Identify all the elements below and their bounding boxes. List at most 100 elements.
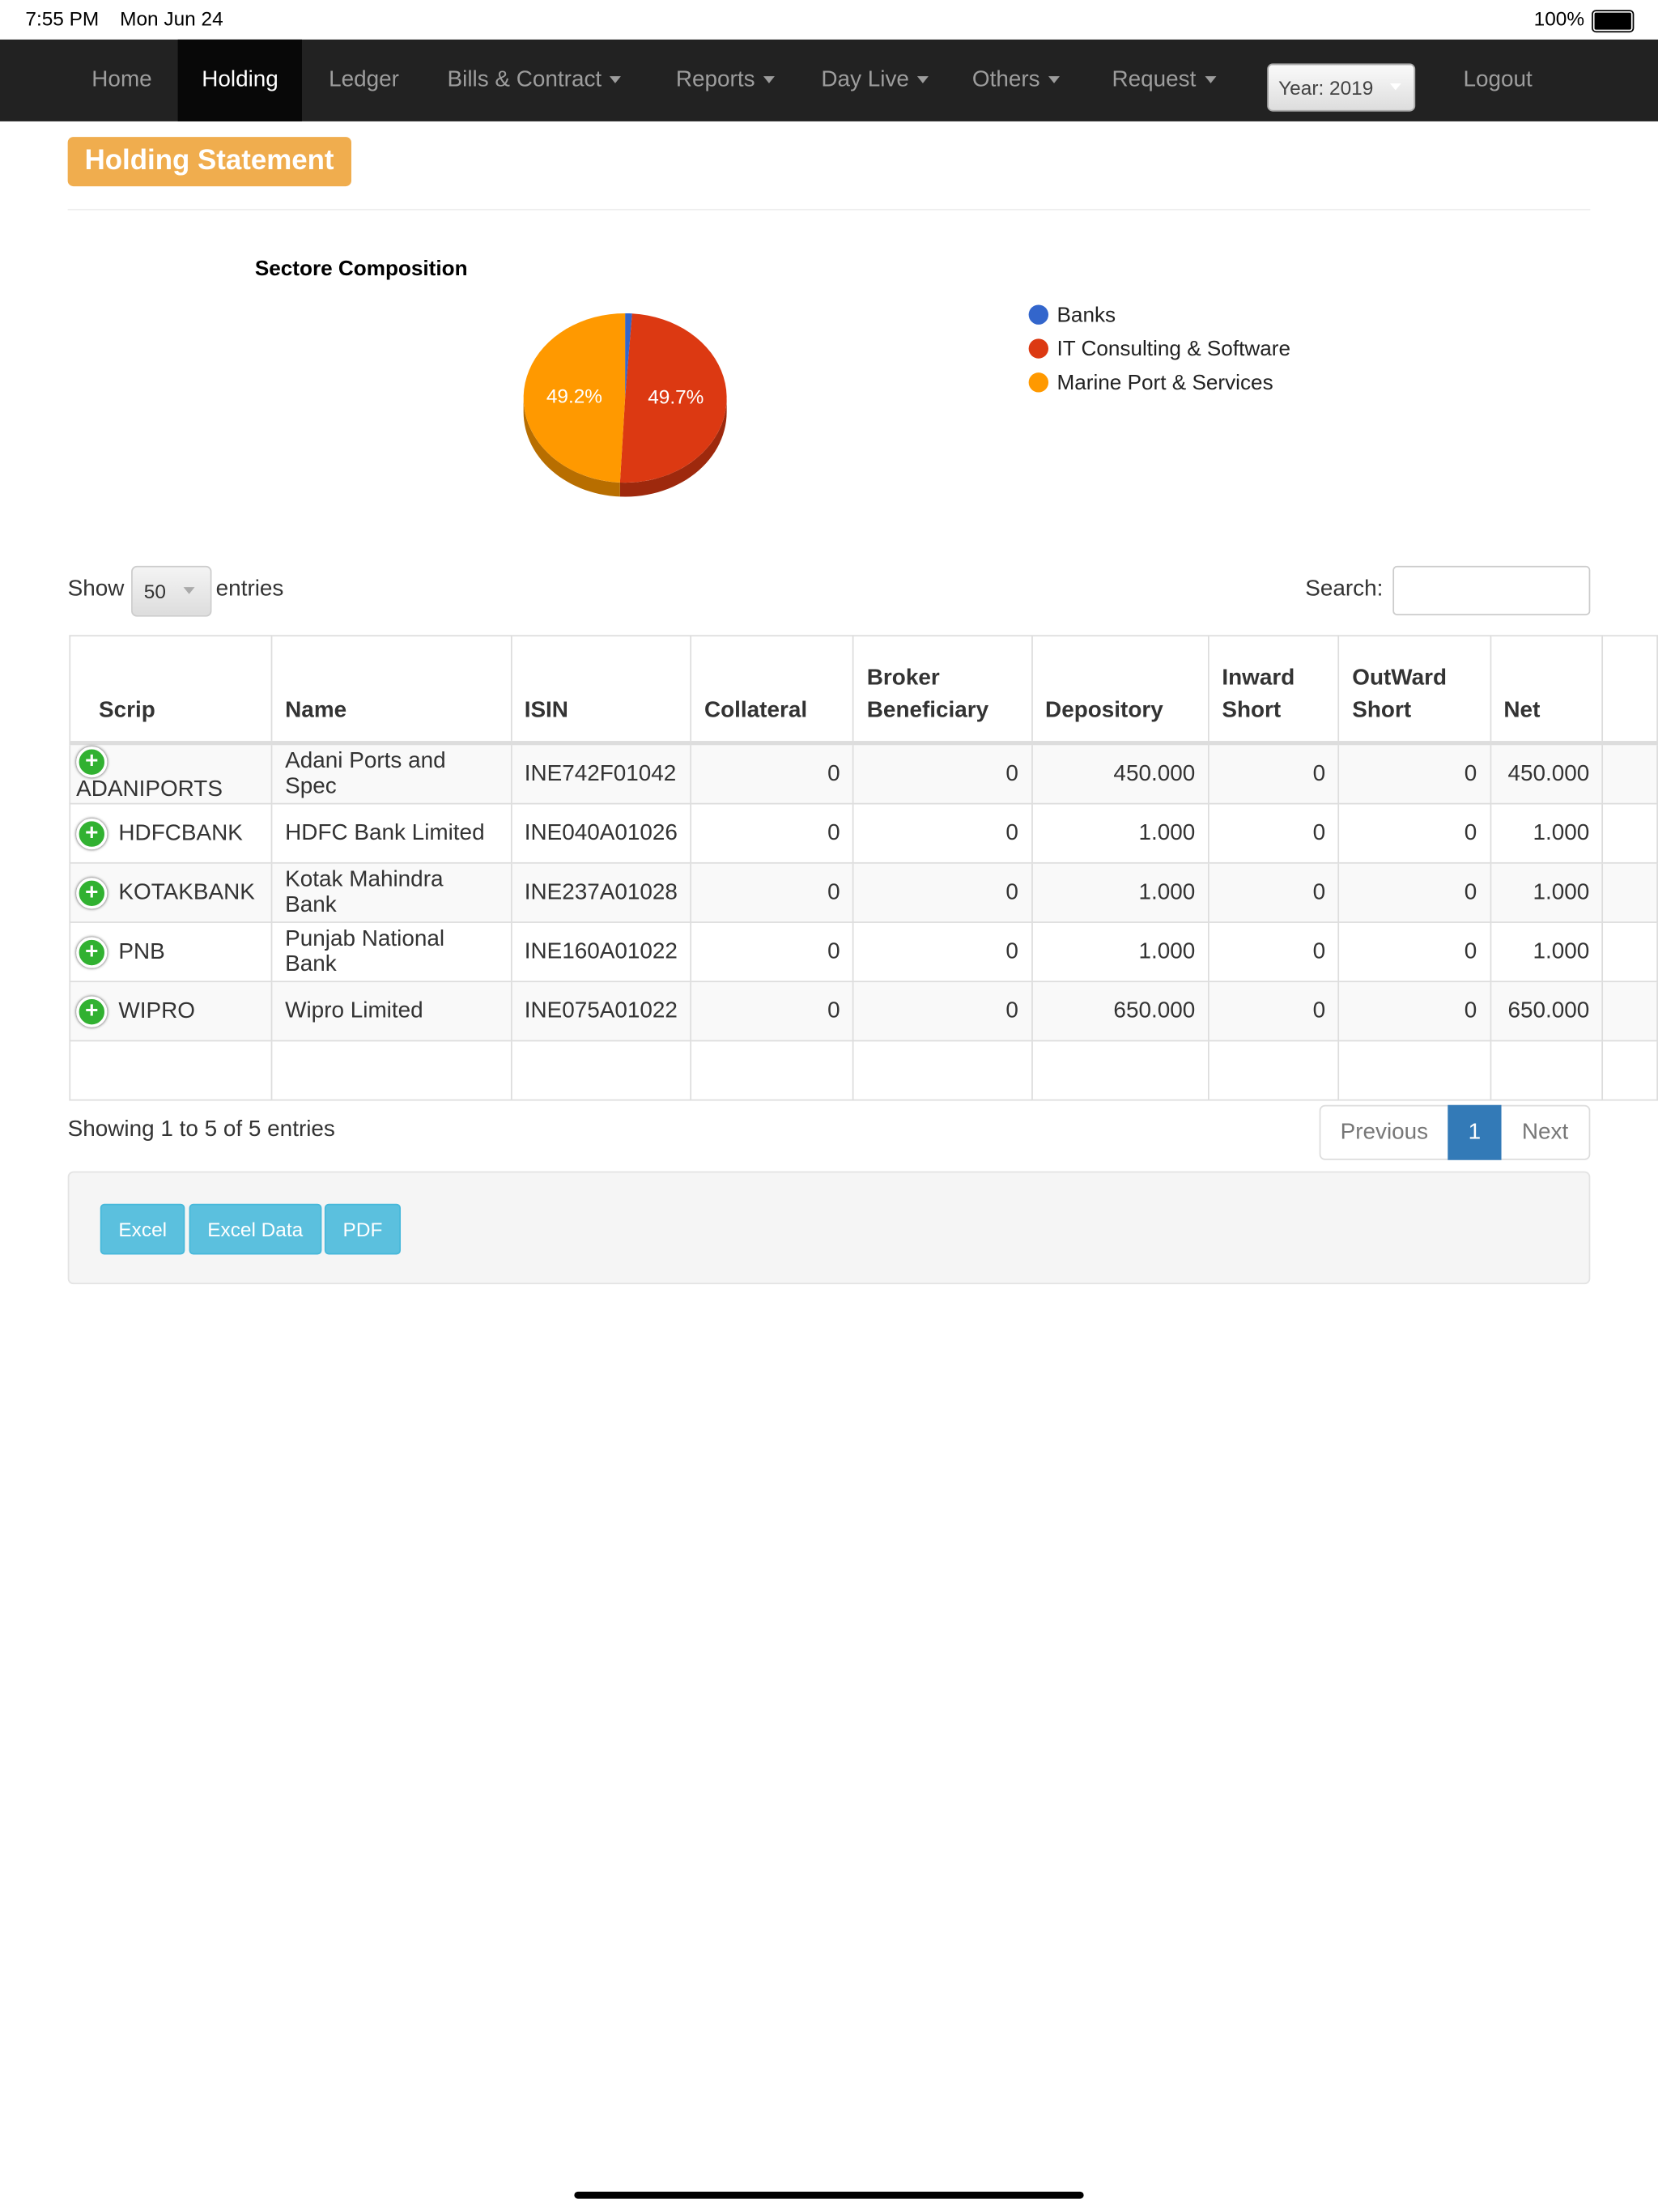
table-cell: 0	[852, 981, 1033, 1042]
pie-slice	[625, 313, 632, 398]
cell-text: 1.000	[1138, 879, 1196, 904]
cell-text: 0	[1464, 820, 1477, 845]
expand-button[interactable]: +	[76, 877, 108, 908]
table-cell	[510, 1040, 692, 1101]
previous-button[interactable]: Previous	[1340, 1120, 1429, 1145]
cell-text: INE075A01022	[524, 998, 678, 1023]
nav-item[interactable]: Reports	[652, 40, 798, 121]
nav-item[interactable]: Home	[68, 40, 176, 121]
select-arrow	[1389, 83, 1401, 91]
table-cell: 0	[1337, 921, 1491, 983]
table-cell: + PNB	[69, 921, 273, 983]
table-cell: 0	[690, 921, 855, 983]
table-cell: 1.000	[1489, 861, 1604, 923]
legend-swatch	[1028, 338, 1049, 359]
battery-text: 100%	[1533, 6, 1585, 30]
entries-label: entries	[215, 576, 284, 602]
table-row	[69, 1040, 1658, 1101]
table-cell	[852, 1040, 1033, 1101]
export-button[interactable]: Excel Data	[189, 1203, 321, 1255]
select-arrow	[183, 587, 195, 594]
column-header	[1602, 635, 1658, 744]
nav-item[interactable]: Day Live	[797, 40, 953, 121]
cell-text: 0	[827, 820, 840, 845]
table-row: + KOTAKBANK Kotak Mahindra Bank INE237A0102…	[69, 861, 1658, 923]
expand-button[interactable]: +	[76, 936, 108, 968]
cell-text: 650.000	[1113, 998, 1196, 1023]
table-cell: Kotak Mahindra Bank	[270, 861, 512, 923]
expand-button[interactable]: +	[76, 818, 108, 849]
table-cell: +ADANIPORTS	[69, 742, 273, 805]
legend-label: Marine Port & Services	[1056, 370, 1273, 394]
page-title: Holding Statement	[67, 137, 351, 187]
table-cell: 1.000	[1031, 861, 1209, 923]
cell-text: ADANIPORTS	[76, 776, 223, 802]
table-cell: 0	[1337, 802, 1491, 864]
cell-text: INE040A01026	[524, 820, 678, 845]
caret	[763, 76, 775, 84]
nav-label: Reports	[675, 67, 755, 92]
legend-swatch	[1028, 372, 1049, 393]
table-cell	[690, 1040, 855, 1101]
cell-text: PNB	[118, 939, 165, 963]
year-label: Year: 2019	[1278, 76, 1374, 100]
cell-text: 1.000	[1533, 938, 1590, 963]
table-row: + WIPRO Wipro Limited INE075A01022 0 0 650.000…	[69, 981, 1658, 1042]
status-date: Mon Jun 24	[120, 6, 223, 30]
next-button[interactable]: Next	[1521, 1120, 1569, 1145]
table-cell: 1.000	[1489, 921, 1604, 983]
cell-text: 1.000	[1138, 938, 1196, 963]
page-button[interactable]: 1	[1448, 1104, 1502, 1160]
caret	[917, 76, 929, 84]
cell-text: KOTAKBANK	[118, 880, 255, 904]
status-time: 7:55 PM	[25, 6, 100, 30]
cell-text: 1.000	[1138, 820, 1196, 845]
search-input[interactable]	[1392, 565, 1591, 615]
cell-text: 650.000	[1507, 998, 1590, 1023]
expand-button[interactable]: +	[76, 746, 108, 777]
table-cell: 0	[690, 802, 855, 864]
export-panel	[67, 1171, 1591, 1285]
logout[interactable]: Logout	[1463, 67, 1533, 92]
cell-text: 0	[1312, 879, 1326, 904]
cell-text: 0	[1312, 938, 1326, 963]
table-cell: + KOTAKBANK	[69, 861, 273, 923]
export-button[interactable]: PDF	[324, 1203, 402, 1255]
slice-top	[625, 313, 632, 398]
table-cell: INE160A01022	[510, 921, 692, 983]
nav-item[interactable]: Holding	[177, 39, 303, 121]
table-cell: 0	[852, 921, 1033, 983]
legend-label: Banks	[1056, 302, 1116, 326]
table-cell: 1.000	[1031, 802, 1209, 864]
table-cell	[1337, 1040, 1491, 1101]
table-cell: 0	[852, 802, 1033, 864]
table-cell: 0	[852, 861, 1033, 923]
nav-item[interactable]: Others	[948, 40, 1083, 121]
holdings-table: Scrip Name ISIN Collateral Broker Beneficiar…	[69, 635, 1658, 1101]
expand-button[interactable]: +	[76, 995, 108, 1027]
cell-text: INE742F01042	[524, 761, 677, 785]
cell-text: Punjab National Bank	[285, 926, 445, 976]
cell-text: 0	[1464, 761, 1477, 785]
page-size-select[interactable]: 50	[131, 565, 212, 617]
table-cell: 650.000	[1031, 981, 1209, 1042]
pie-slice	[619, 313, 727, 497]
table-cell: HDFC Bank Limited	[270, 802, 512, 864]
table-cell: Wipro Limited	[270, 981, 512, 1042]
nav-item[interactable]: Request	[1088, 40, 1240, 121]
pie-slice	[523, 313, 626, 497]
table-cell: + HDFCBANK	[69, 802, 273, 864]
export-button[interactable]: Excel	[100, 1203, 185, 1255]
cell-text: 0	[827, 938, 840, 963]
slice-label: 49.7%	[648, 387, 704, 409]
nav-item[interactable]: Ledger	[304, 40, 423, 121]
table-cell	[1602, 921, 1658, 983]
year-select[interactable]: Year: 2019	[1267, 63, 1416, 112]
cell-text: 0	[827, 761, 840, 785]
cell-text: 0	[1005, 879, 1018, 904]
nav-item[interactable]: Bills & Contract	[423, 40, 645, 121]
table-cell	[270, 1040, 512, 1101]
table-cell: 1.000	[1489, 802, 1604, 864]
table-cell: INE237A01028	[510, 861, 692, 923]
